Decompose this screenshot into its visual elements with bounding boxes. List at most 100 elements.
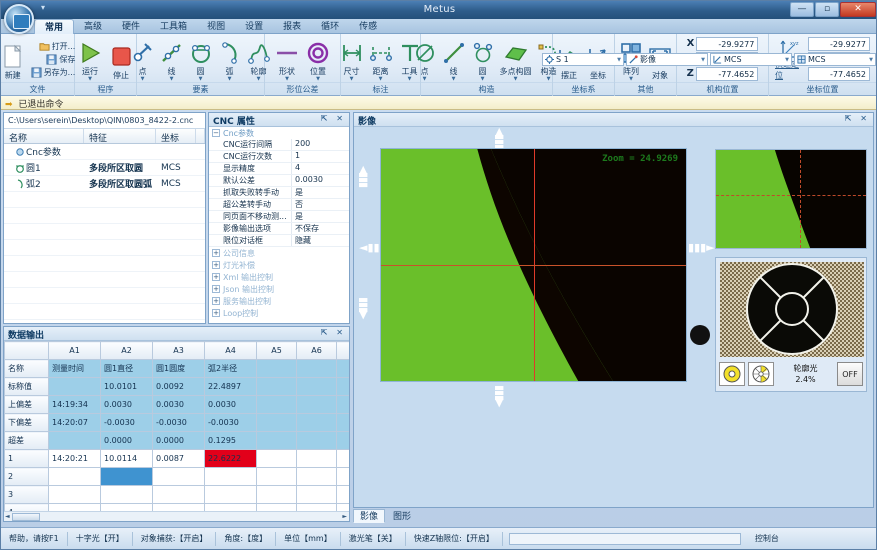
property-value[interactable]: 不保存	[291, 223, 349, 234]
chevron-down-icon[interactable]: ▼	[513, 76, 518, 82]
ribbon-tab-1[interactable]: 高级	[84, 22, 103, 32]
data-cell[interactable]	[152, 503, 205, 511]
property-row[interactable]: 显示精度 4	[209, 163, 349, 175]
data-cell[interactable]	[204, 467, 257, 486]
property-value[interactable]: 否	[291, 199, 349, 210]
data-cell[interactable]: 0.0030	[152, 395, 205, 414]
chevron-down-icon[interactable]: ▼	[617, 56, 621, 63]
data-cell[interactable]	[296, 449, 337, 468]
data-cell[interactable]	[256, 431, 297, 450]
data-cell[interactable]	[256, 449, 297, 468]
ribbon-button-点[interactable]: 点 ▼	[129, 40, 157, 82]
data-cell[interactable]	[296, 467, 337, 486]
property-row[interactable]: 抓取失败转手动 是	[209, 187, 349, 199]
data-cell[interactable]	[336, 377, 349, 396]
table-row[interactable]: 4	[4, 503, 349, 511]
data-cell[interactable]: 0.0000	[100, 431, 153, 450]
data-cell[interactable]	[256, 413, 297, 432]
data-cell[interactable]: 弧2半径	[204, 359, 257, 378]
data-cell[interactable]	[256, 359, 297, 378]
data-cell[interactable]	[48, 503, 101, 511]
image-tab-1[interactable]: 图形	[393, 512, 412, 522]
property-value[interactable]: 1	[291, 151, 349, 162]
ribbon-button-运行[interactable]: 运行 ▼	[75, 40, 105, 82]
ribbon-button-多点构圆[interactable]: 多点构圆 ▼	[498, 40, 534, 82]
data-cell[interactable]	[296, 431, 337, 450]
tree-row-empty[interactable]	[4, 272, 205, 288]
data-cell[interactable]: -0.0030	[100, 413, 153, 432]
ribbon-tab-0[interactable]: 常用	[34, 19, 75, 34]
ribbon-tab-8[interactable]: 传感	[359, 22, 378, 32]
property-value[interactable]: 隐藏	[291, 235, 349, 246]
properties-pin-close-icons[interactable]: ⇱ ✕	[320, 114, 346, 123]
ribbon-button-圆[interactable]: 圆 ▼	[187, 40, 215, 82]
ribbon-button-另存为...[interactable]: 另存为...	[29, 66, 78, 79]
data-cell[interactable]: -0.0030	[152, 413, 205, 432]
data-cell[interactable]	[336, 467, 349, 486]
data-cell[interactable]	[296, 485, 337, 504]
data-cell[interactable]: 22.4897	[204, 377, 257, 396]
data-cell[interactable]: 0.0030	[100, 395, 153, 414]
maximize-button[interactable]: ▫	[815, 2, 839, 17]
app-menu-orb[interactable]	[4, 4, 34, 34]
chevron-down-icon[interactable]: ▼	[88, 76, 92, 82]
selector-dropdown-0[interactable]: S 1 ▼	[542, 53, 624, 66]
tree-row-empty[interactable]	[4, 256, 205, 272]
data-cell[interactable]: 测量时间	[48, 359, 101, 378]
data-cell[interactable]: 0.0087	[152, 449, 205, 468]
chevron-down-icon[interactable]: ▼	[349, 76, 354, 82]
data-table-scroll[interactable]: A1A2A3A4A5A6A7A8 名称测量时间圆1直径圆1圆度弧2半径标称值10…	[4, 341, 349, 511]
chevron-down-icon[interactable]: ▼	[378, 76, 383, 82]
data-col-header-1[interactable]: A1	[48, 341, 101, 360]
property-row[interactable]: 同页面不移动测... 是	[209, 211, 349, 223]
property-row[interactable]: 限位对话框 隐藏	[209, 235, 349, 247]
ribbon-button-点[interactable]: 点 ▼	[411, 40, 439, 82]
data-cell[interactable]: 0.0030	[204, 395, 257, 414]
image-pin-close-icons[interactable]: ⇱ ✕	[844, 114, 870, 123]
tree-row[interactable]: Cnc参数	[4, 144, 205, 160]
data-cell[interactable]: 圆1直径	[100, 359, 153, 378]
chevron-down-icon[interactable]: ▼	[285, 76, 289, 82]
minimize-button[interactable]: —	[790, 2, 814, 17]
property-group-4[interactable]: + 服务输出控制	[209, 295, 349, 307]
chevron-down-icon[interactable]: ▼	[480, 76, 485, 82]
data-cell[interactable]	[296, 395, 337, 414]
data-col-header-5[interactable]: A5	[256, 341, 297, 360]
pan-up-control[interactable]: ▲ ▬ ▬ ▬	[494, 125, 505, 153]
scroll-thumb[interactable]	[12, 513, 40, 521]
ribbon-button-线[interactable]: 线 ▼	[158, 40, 186, 82]
secondary-preview[interactable]	[715, 149, 867, 249]
data-cell[interactable]	[204, 503, 257, 511]
ribbon-tab-5[interactable]: 设置	[245, 22, 264, 32]
data-col-header-0[interactable]	[4, 341, 49, 360]
table-row[interactable]: 2	[4, 467, 349, 486]
data-cell[interactable]	[48, 485, 101, 504]
data-horizontal-scrollbar[interactable]: ◄ ►	[4, 511, 349, 521]
ribbon-button-弧[interactable]: 弧 ▼	[216, 40, 244, 82]
data-cell[interactable]	[296, 377, 337, 396]
selector-dropdown-3[interactable]: MCS ▼	[794, 53, 876, 66]
selector-dropdown-2[interactable]: MCS ▼	[710, 53, 792, 66]
ribbon-button-圆[interactable]: 圆 ▼	[469, 40, 497, 82]
chevron-down-icon[interactable]: ▼	[407, 76, 412, 82]
ribbon-tab-3[interactable]: 工具箱	[160, 22, 188, 32]
chevron-down-icon[interactable]: ▼	[316, 76, 320, 82]
property-row[interactable]: 超公差转手动 否	[209, 199, 349, 211]
chevron-down-icon[interactable]: ▼	[227, 76, 232, 82]
data-cell[interactable]	[336, 485, 349, 504]
table-row[interactable]: 下偏差 14:20:07 -0.0030 -0.0030 -0.0030	[4, 413, 349, 432]
data-cell[interactable]	[256, 467, 297, 486]
ribbon-button-打开...[interactable]: 打开...	[29, 40, 78, 53]
property-value[interactable]: 4	[291, 163, 349, 174]
tree-row-empty[interactable]	[4, 240, 205, 256]
data-cell[interactable]	[256, 485, 297, 504]
property-value[interactable]: 0.0030	[291, 175, 349, 186]
property-group-0[interactable]: + 公司信息	[209, 247, 349, 259]
ribbon-tab-2[interactable]: 硬件	[122, 22, 141, 32]
property-group-3[interactable]: + Json 输出控制	[209, 283, 349, 295]
ribbon-button-停止[interactable]: 停止	[106, 44, 136, 82]
collapse-minus-icon[interactable]: −	[212, 129, 220, 137]
tree-row-empty[interactable]	[4, 288, 205, 304]
data-cell[interactable]	[296, 359, 337, 378]
pan-right-control[interactable]: ▮ ▮ ▮ ►	[688, 241, 715, 254]
